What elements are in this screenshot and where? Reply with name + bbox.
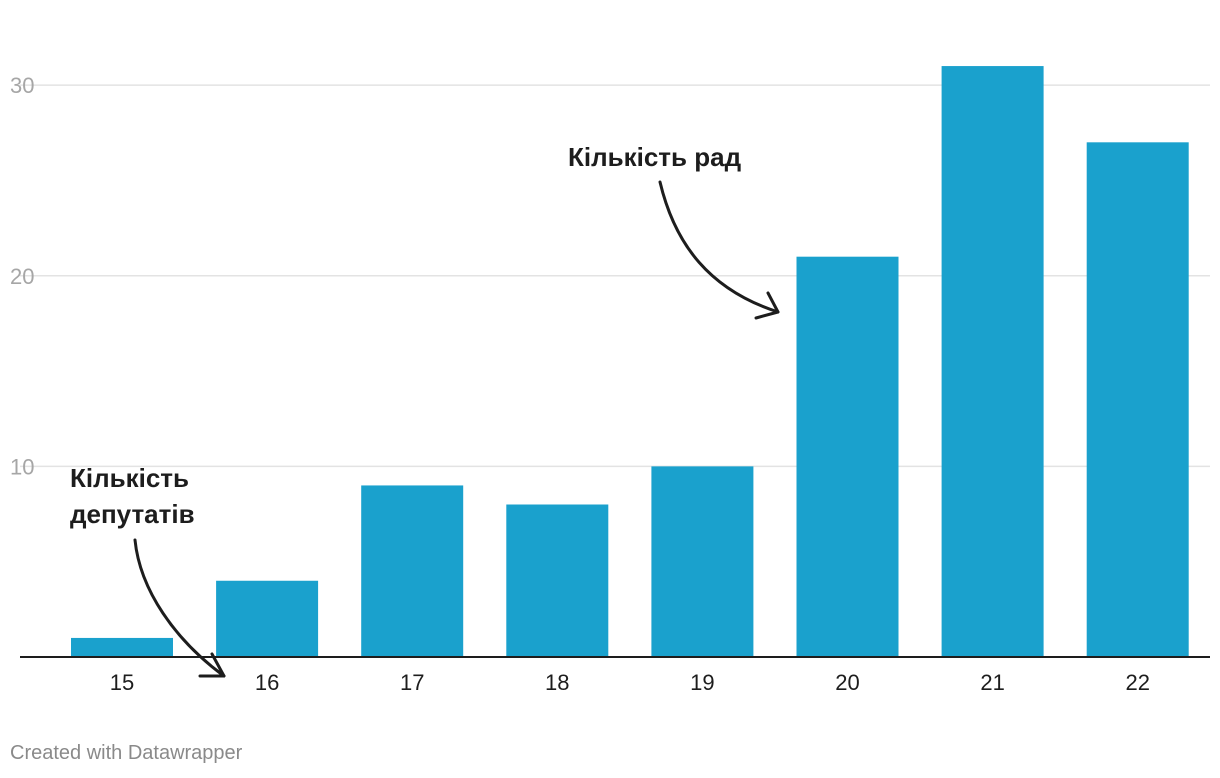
- annotation-deputaty-label-line-2: депутатів: [70, 499, 195, 529]
- x-axis-tick-labels: 15 16 17 18 19 20 21 22: [110, 670, 1150, 695]
- annotation-rady: Кількість рад: [568, 142, 780, 320]
- annotation-rady-arrow: [658, 180, 780, 314]
- bars: [71, 66, 1189, 657]
- bar-18: [506, 504, 609, 657]
- annotation-deputaty-arrow: [133, 538, 226, 678]
- annotation-deputaty-label-line-1: Кількість: [70, 463, 189, 493]
- annotation-rady-arrowhead: [754, 291, 780, 320]
- x-tick-label-17: 17: [400, 670, 424, 695]
- bar-19: [651, 466, 754, 657]
- bar-15: [71, 637, 173, 657]
- datawrapper-credit: Created with Datawrapper: [10, 742, 243, 764]
- x-tick-label-21: 21: [980, 670, 1004, 695]
- bar-17: [361, 485, 464, 657]
- bar-22: [1086, 142, 1189, 657]
- bar-20: [796, 256, 899, 657]
- x-tick-label-18: 18: [545, 670, 569, 695]
- x-tick-label-16: 16: [255, 670, 279, 695]
- y-tick-label-20: 20: [10, 264, 34, 289]
- annotation-deputaty: Кількість депутатів: [70, 463, 226, 678]
- bar-21: [941, 66, 1044, 657]
- y-axis-tick-labels: 10 20 30: [10, 73, 34, 479]
- x-tick-label-15: 15: [110, 670, 134, 695]
- annotation-rady-label: Кількість рад: [568, 142, 742, 172]
- annotation-deputaty-arrowhead: [198, 652, 226, 678]
- y-tick-label-30: 30: [10, 73, 34, 98]
- y-tick-label-10: 10: [10, 454, 34, 479]
- x-tick-label-20: 20: [835, 670, 859, 695]
- x-tick-label-22: 22: [1125, 670, 1149, 695]
- bar-16: [216, 580, 319, 657]
- x-tick-label-19: 19: [690, 670, 714, 695]
